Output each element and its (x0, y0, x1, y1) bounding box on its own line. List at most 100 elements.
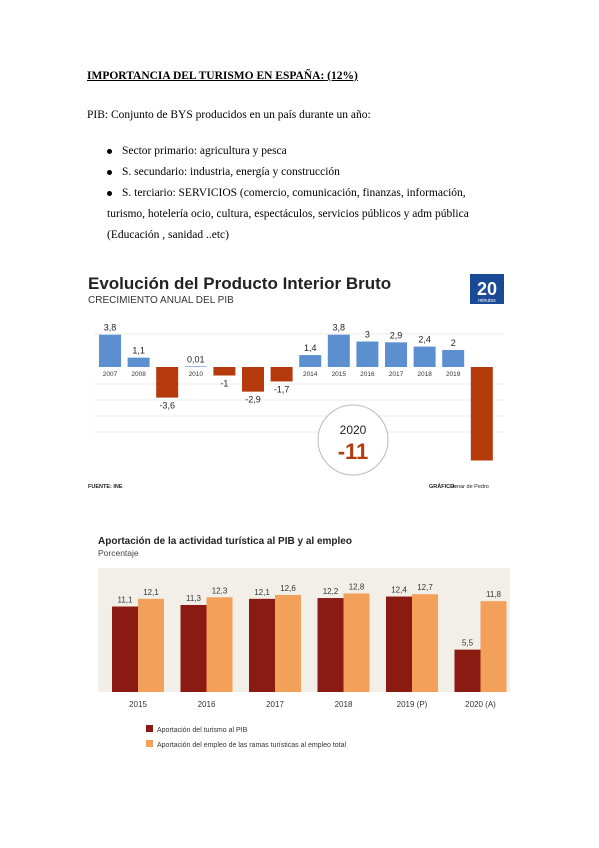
value-label: -2,9 (245, 395, 261, 405)
bar-2018 (413, 346, 436, 367)
heading-percentage: (12%) (327, 70, 358, 82)
chart-source: FUENTE: INE (88, 484, 123, 490)
year-label: 2014 (303, 371, 318, 378)
value-label: 12,1 (143, 588, 159, 597)
value-label: 12,3 (212, 586, 228, 595)
value-label: 12,8 (349, 582, 365, 591)
value-label: 0,01 (187, 354, 205, 364)
callout-year: 2020 (340, 423, 367, 437)
bar-2009 (156, 367, 179, 398)
bar-2016-s1 (206, 597, 233, 692)
value-label: 12,1 (254, 588, 270, 597)
value-label: 11,1 (118, 596, 134, 605)
pib-definition: PIB: Conjunto de BYS producidos en un pa… (87, 109, 371, 121)
year-label: 2013 (274, 359, 289, 366)
year-label: 2012 (246, 359, 261, 366)
bar-2017 (385, 342, 407, 367)
value-label: -1,7 (274, 384, 290, 394)
year-label: 2015 (332, 371, 347, 378)
category-label: 2019 (P) (397, 700, 428, 709)
value-label: 2,4 (418, 335, 431, 345)
value-label: 2,9 (390, 330, 403, 340)
year-label: 2007 (103, 371, 118, 378)
chart-year-labels: 2007 2008 2009 2010 2011 2012 2013 2014 2015 2016… (103, 359, 490, 378)
bar-2019 (P)-s0 (386, 596, 412, 692)
logo-subtext: minutos (478, 298, 496, 304)
credit-label: GRÁFICO: (429, 483, 456, 490)
list-item: S. terciario: SERVICIOS (comercio, comun… (87, 183, 527, 204)
value-label: 11,3 (186, 594, 202, 603)
tourism-contribution-chart: Aportación de la actividad turística al … (98, 536, 510, 749)
bar-2018-s0 (317, 598, 344, 692)
value-label: 3 (365, 330, 370, 340)
category-label: 2018 (335, 700, 353, 709)
year-label: 2010 (189, 371, 204, 378)
bar-2015-s1 (138, 598, 164, 692)
value-label: 1,1 (132, 346, 145, 356)
chart-subtitle: CRECIMIENTO ANUAL DEL PIB (88, 295, 234, 306)
value-label: 12,7 (417, 583, 433, 592)
value-label: 12,6 (280, 584, 296, 593)
bar-2007 (99, 334, 121, 367)
year-label: 2020 (475, 359, 490, 366)
value-label: 1,4 (304, 343, 317, 353)
chart-title: Aportación de la actividad turística al … (98, 536, 352, 547)
bar-2020 (A)-s1 (480, 601, 507, 692)
value-label: 3,8 (333, 323, 346, 333)
chart-category-labels: 2015 2016 2017 2018 2019 (P) 2020 (A) (129, 700, 496, 709)
bar-2017-s1 (275, 594, 301, 692)
chart-legend: Aportación del turismo al PIB Aportación… (146, 725, 347, 749)
value-label: 12,4 (391, 586, 407, 595)
list-item: S. secundario: industria, energía y cons… (87, 162, 527, 183)
pib-growth-chart: Evolución del Producto Interior Bruto CR… (88, 274, 504, 490)
list-item-continuation: turismo, hotelería ocio, cultura, espect… (107, 208, 469, 220)
bar-2015 (327, 334, 350, 367)
bar-2014 (299, 355, 322, 367)
document-heading: IMPORTANCIA DEL TURISMO EN ESPAÑA: (12%) (87, 70, 358, 82)
chart-value-labels: 11,1 12,1 11,3 12,3 12,1 12,6 12,2 12,8 12,4 12,7… (118, 582, 502, 647)
bar-2015-s0 (112, 606, 138, 692)
chart-bars (99, 334, 493, 461)
chart-value-labels: 3,8 1,1 -3,6 0,01 -1 -2,9 -1,7 1,4 3,8 3 2,9 2,4 2 (104, 323, 456, 411)
callout-value: -11 (338, 439, 369, 464)
value-label: -3,6 (159, 401, 175, 411)
credit-name: Henar de Pedro (450, 484, 489, 490)
bar-2016-s0 (180, 604, 207, 692)
bullet-icon (107, 170, 112, 175)
chart-bars (112, 593, 507, 692)
sector-list: Sector primario: agricultura y pesca S. … (87, 141, 527, 246)
chart-logo: 20 minutos (470, 274, 504, 304)
year-label: 2011 (217, 359, 231, 366)
bullet-icon (107, 191, 112, 196)
plot-background (98, 568, 510, 692)
year-label: 2017 (389, 371, 404, 378)
legend-label-pib: Aportación del turismo al PIB (157, 727, 248, 734)
value-label: 11,8 (486, 590, 502, 599)
bar-2020 (470, 367, 493, 461)
logo-badge (470, 274, 504, 304)
value-label: 5,5 (462, 639, 474, 648)
year-label: 2009 (160, 359, 175, 366)
year-label: 2018 (417, 371, 432, 378)
category-label: 2015 (129, 700, 147, 709)
list-item: Sector primario: agricultura y pesca (87, 141, 527, 162)
legend-swatch-pib (146, 725, 153, 732)
bar-2013 (270, 367, 293, 382)
value-label: 12,2 (323, 587, 339, 596)
chart-gridlines (94, 333, 504, 433)
bar-2017-s0 (249, 598, 275, 692)
legend-label-empleo: Aportación del empleo de las ramas turís… (157, 742, 347, 749)
bar-2008 (127, 357, 150, 367)
value-label: 2 (451, 338, 456, 348)
list-item-continuation: (Educación , sanidad ..etc) (107, 229, 229, 241)
bar-2011 (213, 367, 236, 376)
bar-2018-s1 (343, 593, 370, 692)
category-label: 2016 (198, 700, 216, 709)
category-label: 2017 (266, 700, 284, 709)
bar-2019 (P)-s1 (412, 594, 438, 692)
callout-circle (317, 404, 389, 476)
bar-2016 (356, 341, 379, 367)
highlight-callout: 2020 -11 (317, 404, 389, 476)
bar-2010 (184, 366, 207, 367)
year-label: 2008 (131, 371, 146, 378)
